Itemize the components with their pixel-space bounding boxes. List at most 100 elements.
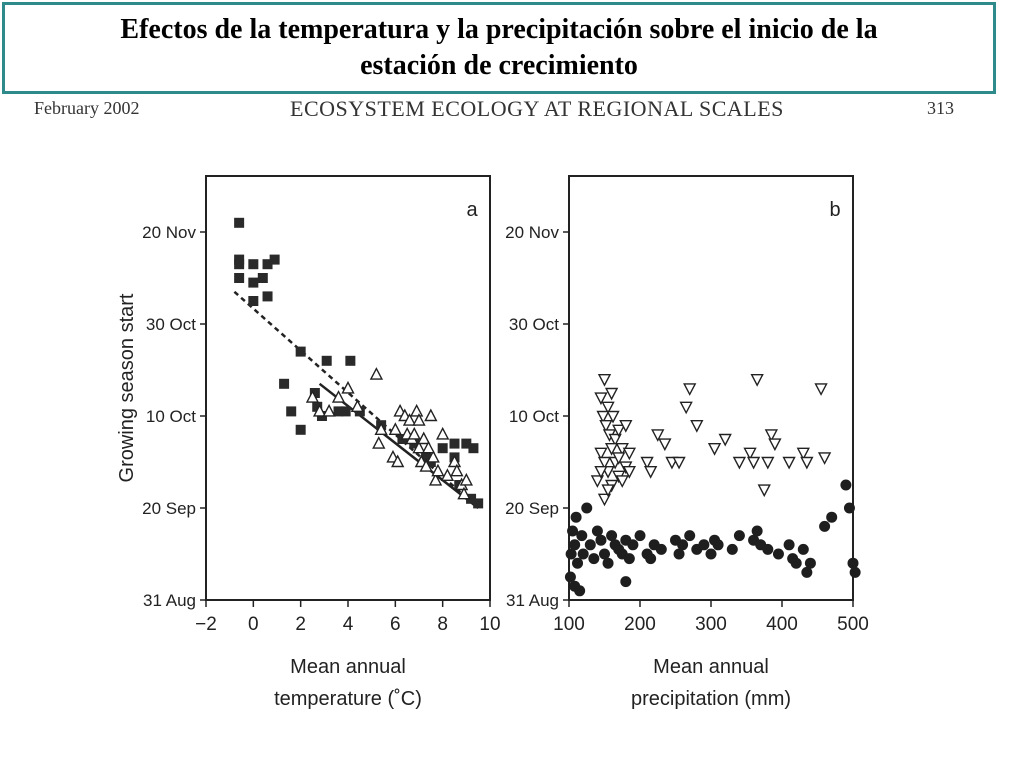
- data-point-triangle-up-a: [440, 468, 455, 481]
- data-point-triangle-up-a: [305, 390, 320, 403]
- data-point-circle-b: [574, 585, 586, 597]
- y-tick-label-a: 30 Oct: [146, 315, 196, 334]
- data-point-square-a: [286, 406, 297, 417]
- data-point-circle-b: [623, 553, 635, 565]
- data-point-square-a: [234, 254, 245, 265]
- data-point-circle-b: [698, 539, 710, 551]
- data-point-square-a: [468, 443, 479, 454]
- data-point-square-a: [279, 378, 290, 389]
- data-point-circle-b: [599, 548, 610, 560]
- slide-title-line-2: estación de crecimiento: [360, 50, 638, 81]
- data-point-circle-b: [826, 511, 838, 523]
- data-point-square-a: [473, 498, 484, 509]
- data-point-square-a: [234, 217, 245, 228]
- data-point-triangle-up-a: [447, 454, 462, 468]
- data-point-circle-b: [801, 566, 813, 578]
- data-point-triangle-down-b: [604, 387, 619, 401]
- data-point-square-a: [295, 424, 306, 435]
- data-point-triangle-down-b: [757, 484, 771, 498]
- data-point-square-a: [321, 355, 332, 366]
- data-point-square-a: [234, 273, 245, 283]
- data-point-triangle-up-a: [417, 431, 431, 445]
- data-point-circle-b: [847, 557, 859, 569]
- panel-b-precipitation: 100 200 300 400 500 31 Aug 20 Sep 10 Oct 30 Oct 2…: [505, 175, 869, 710]
- data-point-circle-b: [712, 539, 724, 551]
- data-point-triangle-down-b: [683, 383, 697, 396]
- data-point-triangle-down-b: [615, 475, 629, 488]
- data-point-circle-b: [595, 534, 607, 546]
- data-point-triangle-down-b: [732, 456, 747, 470]
- data-point-circle-b: [645, 553, 657, 565]
- data-point-triangle-up-a: [369, 367, 384, 380]
- data-point-triangle-up-a: [388, 422, 402, 435]
- y-tick-label-b: 20 Sep: [505, 499, 559, 518]
- x-tick-label-a: 10: [479, 614, 500, 635]
- x-tick-label-a: 8: [437, 614, 448, 635]
- fit-line-solid-a: [318, 382, 479, 509]
- data-point-circle-b: [570, 511, 582, 523]
- data-point-square-a: [345, 355, 356, 366]
- data-point-circle-b: [634, 530, 646, 542]
- y-tick-label-b: 20 Nov: [505, 223, 559, 242]
- data-point-triangle-down-b: [658, 438, 672, 452]
- data-point-square-a: [295, 346, 306, 357]
- data-point-triangle-down-b: [590, 475, 605, 488]
- data-point-circle-b: [606, 530, 618, 542]
- data-point-triangle-down-b: [643, 466, 658, 479]
- data-point-square-a: [248, 277, 259, 288]
- data-point-triangle-down-b: [604, 443, 619, 456]
- data-point-circle-b: [565, 548, 577, 560]
- slide-title-line-1: Efectos de la temperatura y la precipita…: [120, 14, 878, 45]
- data-point-circle-b: [602, 557, 614, 569]
- data-point-circle-b: [655, 543, 667, 555]
- data-point-circle-b: [762, 543, 774, 555]
- data-point-triangle-up-a: [372, 436, 386, 449]
- data-point-triangle-down-b: [597, 493, 612, 507]
- data-point-square-a: [248, 296, 259, 306]
- data-point-square-a: [248, 259, 259, 270]
- journal-date: February 2002: [34, 98, 140, 118]
- data-point-circle-b: [567, 525, 579, 537]
- x-tick-label-b: 100: [553, 614, 585, 635]
- y-tick-label-a: 20 Nov: [142, 223, 196, 242]
- data-point-triangle-down-b: [746, 456, 761, 470]
- data-point-circle-b: [581, 502, 593, 514]
- data-point-triangle-down-b: [601, 484, 615, 498]
- data-point-triangle-down-b: [608, 433, 622, 447]
- x-tick-label-a: 0: [248, 614, 259, 635]
- data-point-triangle-down-b: [622, 466, 637, 479]
- data-point-circle-b: [733, 530, 745, 542]
- x-axis-label-line2-a: temperature (˚C): [274, 688, 422, 710]
- data-point-square-a: [437, 443, 448, 454]
- data-point-square-a: [340, 406, 351, 417]
- data-point-triangle-down-b: [651, 429, 665, 442]
- data-point-triangle-down-b: [596, 410, 610, 424]
- data-point-triangle-down-b: [817, 452, 832, 465]
- data-point-circle-b: [684, 530, 696, 542]
- data-point-circle-b: [705, 548, 717, 560]
- data-point-triangle-up-a: [412, 413, 426, 426]
- data-point-triangle-down-b: [599, 420, 613, 433]
- data-point-triangle-up-a: [421, 440, 436, 454]
- journal-header: February 2002 ECOSYSTEM ECOLOGY AT REGIO…: [34, 96, 954, 122]
- data-point-triangle-down-b: [690, 420, 704, 433]
- data-point-triangle-down-b: [594, 447, 608, 461]
- x-tick-label-b: 400: [766, 614, 798, 635]
- data-point-square-a: [269, 254, 280, 265]
- data-point-triangle-up-a: [428, 472, 443, 486]
- data-point-triangle-down-b: [750, 374, 764, 387]
- y-tick-label-a: 10 Oct: [146, 407, 196, 426]
- data-point-circle-b: [620, 576, 632, 588]
- data-point-triangle-up-a: [412, 440, 426, 454]
- data-point-triangle-down-b: [768, 438, 782, 452]
- data-point-triangle-down-b: [800, 456, 814, 470]
- data-point-square-a: [262, 259, 273, 270]
- data-point-triangle-up-a: [450, 463, 464, 477]
- data-point-square-a: [461, 438, 472, 449]
- data-point-triangle-down-b: [761, 456, 775, 470]
- data-point-circle-b: [843, 502, 855, 514]
- panel-label-a: a: [466, 199, 478, 221]
- data-point-triangle-up-a: [402, 413, 417, 426]
- data-point-circle-b: [797, 543, 809, 555]
